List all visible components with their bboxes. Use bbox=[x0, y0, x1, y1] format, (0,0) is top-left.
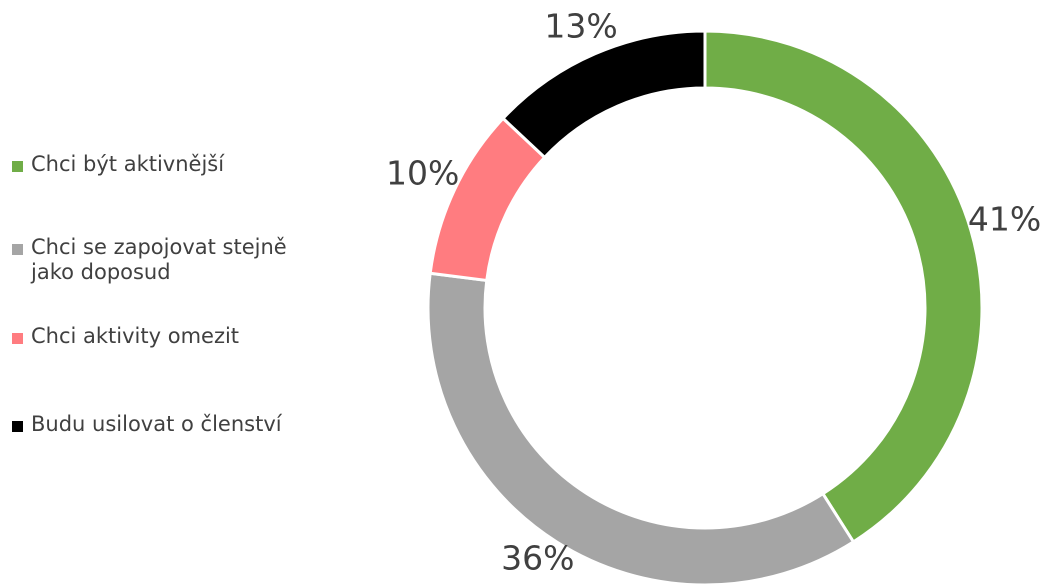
legend-swatch bbox=[12, 333, 23, 344]
legend: Chci být aktivnější Chci se zapojovat ste… bbox=[10, 0, 340, 586]
legend-label: Chci se zapojovat stejně jako doposud bbox=[31, 235, 287, 285]
legend-swatch bbox=[12, 161, 23, 172]
data-label: 41% bbox=[968, 199, 1041, 238]
data-label: 36% bbox=[501, 539, 574, 578]
legend-swatch bbox=[12, 244, 23, 255]
legend-label: Chci aktivity omezit bbox=[31, 324, 240, 348]
legend-label: Budu usilovat o členství bbox=[31, 412, 282, 436]
data-label: 10% bbox=[386, 154, 459, 193]
legend-item: Chci aktivity omezit bbox=[10, 324, 331, 349]
donut-segment bbox=[703, 29, 984, 544]
legend-item: Chci být aktivnější bbox=[10, 152, 331, 177]
legend-swatch bbox=[12, 421, 23, 432]
legend-label: Chci být aktivnější bbox=[31, 152, 225, 176]
data-label: 13% bbox=[544, 7, 617, 46]
legend-item: Budu usilovat o členství bbox=[10, 412, 331, 437]
legend-item: Chci se zapojovat stejně jako doposud bbox=[10, 235, 331, 285]
donut-segment bbox=[500, 29, 707, 160]
donut-segment bbox=[426, 271, 856, 586]
